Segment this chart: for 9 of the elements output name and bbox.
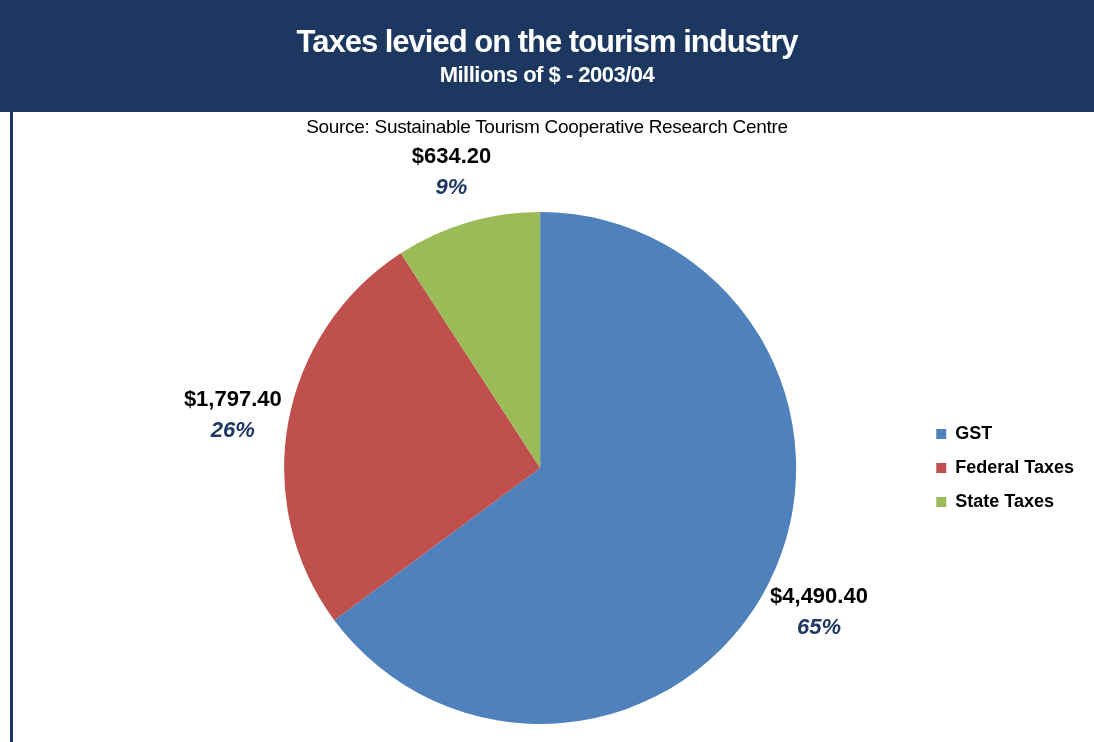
data-label: $4,490.40 65% bbox=[770, 582, 868, 639]
legend-label: GST bbox=[955, 422, 993, 443]
legend-label: State Taxes bbox=[955, 490, 1054, 511]
chart-title: Taxes levied on the tourism industry bbox=[295, 23, 799, 60]
chart-subtitle: Millions of $ - 2003/04 bbox=[438, 62, 656, 88]
data-label: $634.20 9% bbox=[411, 142, 492, 199]
source-note: Source: Sustainable Tourism Cooperative Research Centre bbox=[305, 116, 789, 138]
legend-label: Federal Taxes bbox=[955, 456, 1074, 477]
data-label: $1,797.40 26% bbox=[183, 386, 282, 443]
